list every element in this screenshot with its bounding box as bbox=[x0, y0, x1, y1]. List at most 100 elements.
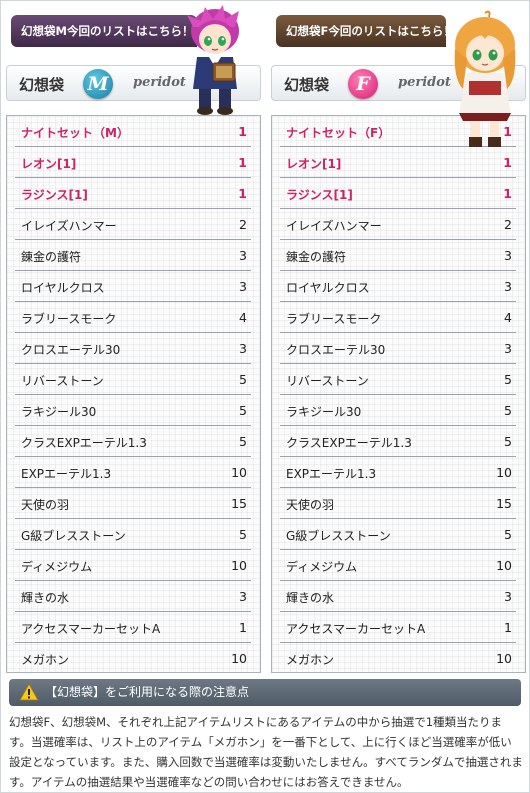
list-item: ラジンス[1] 1 bbox=[280, 178, 516, 209]
list-item: クラスEXPエーテル1.3 5 bbox=[280, 426, 516, 457]
item-quantity: 3 bbox=[504, 589, 512, 604]
item-quantity: 1 bbox=[238, 186, 247, 201]
item-quantity: 3 bbox=[239, 248, 247, 263]
list-item: ディメジウム 10 bbox=[280, 550, 516, 581]
item-quantity: 5 bbox=[504, 527, 512, 542]
item-quantity: 2 bbox=[239, 217, 247, 232]
item-name: ラキジール30 bbox=[286, 405, 362, 419]
item-quantity: 5 bbox=[239, 527, 247, 542]
item-name: 錬金の護符 bbox=[286, 250, 347, 264]
notice-body: 幻想袋F、幻想袋M、それぞれ上記アイテムリストにあるアイテムの中から抽選で1種類… bbox=[9, 715, 523, 789]
gacha-panel-f: 幻想袋F今回のリストはこちら！ 幻想袋 F peridot ナイトセット（F） 1… bbox=[271, 1, 526, 673]
panel-title-f: 幻想袋 bbox=[284, 76, 330, 94]
list-item: ロイヤルクロス 3 bbox=[280, 271, 516, 302]
list-item: ラキジール30 5 bbox=[280, 395, 516, 426]
item-name: イレイズハンマー bbox=[286, 219, 382, 233]
item-name: ロイヤルクロス bbox=[286, 281, 370, 295]
item-name: イレイズハンマー bbox=[21, 219, 117, 233]
item-name: 天使の羽 bbox=[286, 498, 335, 512]
list-item: レオン[1] 1 bbox=[280, 147, 516, 178]
item-name: G級ブレスストーン bbox=[21, 529, 126, 543]
item-name: クラスEXPエーテル1.3 bbox=[21, 436, 147, 450]
list-item: ディメジウム 10 bbox=[15, 550, 251, 581]
list-item: イレイズハンマー 2 bbox=[15, 209, 251, 240]
item-quantity: 5 bbox=[239, 434, 247, 449]
list-item: リバーストーン 5 bbox=[15, 364, 251, 395]
item-quantity: 10 bbox=[231, 651, 247, 666]
item-quantity: 10 bbox=[231, 558, 247, 573]
item-quantity: 5 bbox=[504, 434, 512, 449]
item-name: ディメジウム bbox=[286, 560, 358, 574]
item-quantity: 2 bbox=[504, 217, 512, 232]
list-item: 錬金の護符 3 bbox=[280, 240, 516, 271]
item-quantity: 3 bbox=[239, 341, 247, 356]
item-name: リバーストーン bbox=[21, 374, 104, 388]
item-quantity: 10 bbox=[496, 465, 512, 480]
brand-logo-f: peridot bbox=[398, 75, 451, 90]
item-name: レオン[1] bbox=[21, 157, 77, 171]
item-quantity: 5 bbox=[239, 372, 247, 387]
brand-logo-m: peridot bbox=[133, 75, 186, 90]
item-name: 錬金の護符 bbox=[21, 250, 82, 264]
item-quantity: 1 bbox=[503, 155, 512, 170]
item-quantity: 3 bbox=[504, 341, 512, 356]
list-item: G級ブレスストーン 5 bbox=[15, 519, 251, 550]
item-name: クロスエーテル30 bbox=[21, 343, 121, 357]
male-character-icon bbox=[187, 5, 239, 115]
list-item: ラブリースモーク 4 bbox=[15, 302, 251, 333]
list-item: 天使の羽 15 bbox=[280, 488, 516, 519]
item-quantity: 10 bbox=[231, 465, 247, 480]
item-name: メガホン bbox=[286, 653, 335, 667]
item-name: リバーストーン bbox=[286, 374, 369, 388]
list-item: クロスエーテル30 3 bbox=[15, 333, 251, 364]
item-name: メガホン bbox=[21, 653, 70, 667]
female-character-icon bbox=[454, 10, 516, 147]
list-item: クラスEXPエーテル1.3 5 bbox=[15, 426, 251, 457]
item-name: アクセスマーカーセットA bbox=[21, 622, 161, 636]
list-item: EXPエーテル1.3 10 bbox=[280, 457, 516, 488]
item-quantity: 10 bbox=[496, 558, 512, 573]
item-name: 輝きの水 bbox=[286, 591, 335, 605]
panel-title-m: 幻想袋 bbox=[19, 76, 65, 94]
item-quantity: 4 bbox=[239, 310, 247, 325]
item-quantity: 4 bbox=[504, 310, 512, 325]
list-item: イレイズハンマー 2 bbox=[280, 209, 516, 240]
item-name: ロイヤルクロス bbox=[21, 281, 105, 295]
item-quantity: 15 bbox=[496, 496, 512, 511]
list-item: アクセスマーカーセットA 1 bbox=[280, 612, 516, 643]
list-item: ロイヤルクロス 3 bbox=[15, 271, 251, 302]
item-list-f: ナイトセット（F） 1 レオン[1] 1 ラジンス[1] 1 イレイズハンマー 2 錬金の護符 3… bbox=[271, 115, 526, 673]
warning-icon bbox=[19, 683, 39, 701]
item-quantity: 5 bbox=[239, 403, 247, 418]
item-name: レオン[1] bbox=[286, 157, 342, 171]
item-name: 輝きの水 bbox=[21, 591, 70, 605]
item-quantity: 1 bbox=[503, 186, 512, 201]
item-name: ディメジウム bbox=[21, 560, 93, 574]
tab-list-m[interactable]: 幻想袋M今回のリストはこちら！ bbox=[11, 15, 197, 47]
notice-heading-bar: 【幻想袋】をご利用になる際の注意点 bbox=[9, 679, 521, 706]
item-quantity: 1 bbox=[503, 124, 512, 139]
notice-heading: 【幻想袋】をご利用になる際の注意点 bbox=[45, 685, 250, 699]
tab-list-f[interactable]: 幻想袋F今回のリストはこちら！ bbox=[276, 15, 455, 47]
item-name: 天使の羽 bbox=[21, 498, 70, 512]
item-quantity: 5 bbox=[504, 403, 512, 418]
list-item: メガホン 10 bbox=[280, 643, 516, 674]
item-quantity: 5 bbox=[504, 372, 512, 387]
list-item: ナイトセット（M） 1 bbox=[15, 116, 251, 147]
item-name: EXPエーテル1.3 bbox=[21, 467, 112, 481]
item-name: ナイトセット（F） bbox=[286, 126, 391, 140]
list-item: アクセスマーカーセットA 1 bbox=[15, 612, 251, 643]
item-name: ラブリースモーク bbox=[286, 312, 382, 326]
item-quantity: 15 bbox=[231, 496, 247, 511]
item-quantity: 1 bbox=[238, 124, 247, 139]
item-quantity: 1 bbox=[238, 155, 247, 170]
list-item: ラブリースモーク 4 bbox=[280, 302, 516, 333]
list-item: ナイトセット（F） 1 bbox=[280, 116, 516, 147]
list-item: 輝きの水 3 bbox=[280, 581, 516, 612]
f-badge-icon: F bbox=[348, 69, 378, 99]
list-item: 天使の羽 15 bbox=[15, 488, 251, 519]
list-item: 輝きの水 3 bbox=[15, 581, 251, 612]
item-name: アクセスマーカーセットA bbox=[286, 622, 426, 636]
item-quantity: 3 bbox=[239, 279, 247, 294]
